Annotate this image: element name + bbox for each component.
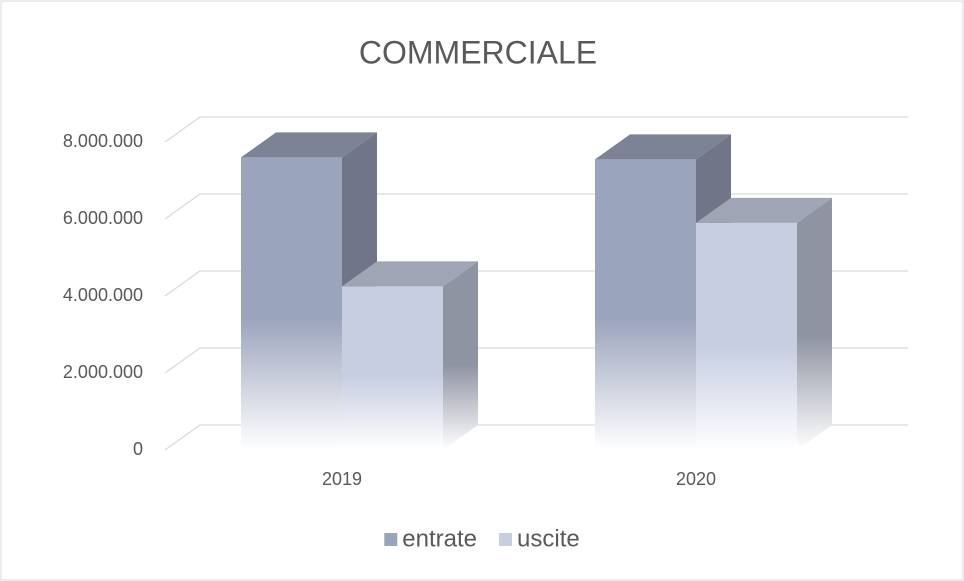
bar-top xyxy=(595,134,731,160)
x-tick-label: 2019 xyxy=(322,469,362,489)
legend-swatch xyxy=(499,533,513,546)
bar-side xyxy=(797,197,832,450)
bar xyxy=(241,157,342,450)
legend: entrate uscite xyxy=(384,525,580,552)
bar-top xyxy=(696,197,832,223)
bar xyxy=(696,222,797,450)
y-tick-label: 8.000.000 xyxy=(63,131,143,151)
bar xyxy=(595,159,696,450)
bar-side xyxy=(443,261,478,450)
y-tick-label: 4.000.000 xyxy=(63,285,143,305)
grid-line xyxy=(164,116,908,143)
x-tick-label: 2020 xyxy=(676,469,716,489)
legend-label: entrate xyxy=(402,525,477,552)
bar xyxy=(342,286,443,450)
bar-top xyxy=(241,132,377,158)
legend-swatch xyxy=(384,533,398,546)
bar-top xyxy=(342,261,478,287)
y-tick-label: 6.000.000 xyxy=(63,208,143,228)
chart-title: COMMERCIALE xyxy=(359,34,597,70)
legend-label: uscite xyxy=(517,525,580,552)
y-tick-label: 2.000.000 xyxy=(63,362,143,382)
y-tick-label: 0 xyxy=(133,439,143,459)
